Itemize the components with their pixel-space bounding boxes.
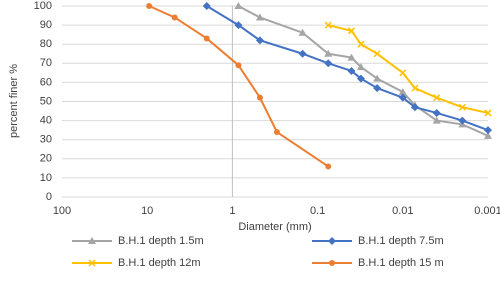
x-tick-label: 0.001	[474, 205, 500, 217]
y-tick-label: 90	[40, 19, 52, 31]
x-axis-label: Diameter (mm)	[238, 221, 311, 233]
marker	[235, 62, 242, 69]
marker	[484, 126, 492, 135]
marker	[398, 87, 407, 95]
marker	[255, 13, 264, 21]
marker	[458, 116, 467, 125]
marker	[256, 94, 263, 101]
marker	[324, 21, 332, 29]
marker	[484, 109, 492, 117]
marker	[203, 35, 210, 42]
marker	[410, 103, 419, 112]
marker	[398, 93, 407, 102]
legend-marker	[329, 260, 335, 266]
marker	[458, 103, 466, 111]
legend-label: B.H.1 depth 7.5m	[358, 235, 444, 247]
legend-label: B.H.1 depth 15 m	[358, 257, 444, 269]
marker	[373, 50, 381, 58]
y-axis-label: percent finer %	[8, 64, 20, 138]
marker	[324, 59, 333, 68]
y-tick-label: 60	[40, 76, 52, 88]
marker	[325, 163, 332, 170]
x-tick-label: 1	[229, 205, 235, 217]
marker	[432, 116, 441, 124]
marker	[373, 74, 382, 82]
legend-label: B.H.1 depth 1.5m	[118, 235, 204, 247]
y-tick-label: 10	[40, 172, 52, 184]
marker	[356, 74, 365, 83]
marker	[298, 28, 307, 36]
y-tick-label: 100	[34, 0, 52, 12]
marker	[255, 36, 264, 45]
legend-marker	[88, 259, 96, 267]
marker	[411, 84, 419, 92]
marker	[347, 66, 356, 75]
y-tick-label: 50	[40, 95, 52, 107]
marker	[202, 2, 211, 10]
y-tick-label: 70	[40, 57, 52, 69]
x-tick-label: 100	[53, 205, 71, 217]
y-tick-label: 0	[46, 191, 52, 203]
marker	[484, 131, 492, 139]
marker	[347, 27, 356, 35]
x-tick-label: 0.01	[392, 205, 413, 217]
marker	[356, 63, 365, 71]
legend-marker	[88, 237, 96, 244]
y-tick-label: 30	[40, 134, 52, 146]
y-tick-label: 40	[40, 115, 52, 127]
marker	[432, 108, 441, 117]
marker	[234, 21, 243, 30]
marker	[399, 69, 407, 77]
series-line	[237, 5, 489, 137]
marker	[373, 84, 382, 93]
marker	[273, 129, 280, 136]
marker	[357, 40, 365, 48]
marker	[146, 3, 153, 9]
marker	[171, 14, 178, 21]
marker	[433, 94, 441, 102]
marker	[298, 49, 307, 58]
x-tick-label: 10	[141, 205, 153, 217]
marker	[324, 49, 333, 57]
legend-marker	[328, 237, 336, 245]
legend-label: B.H.1 depth 12m	[118, 257, 201, 269]
y-tick-label: 80	[40, 38, 52, 50]
x-tick-label: 0.1	[310, 205, 325, 217]
marker	[234, 2, 243, 9]
marker	[347, 53, 356, 61]
series-line	[148, 5, 329, 168]
y-tick-label: 20	[40, 153, 52, 165]
